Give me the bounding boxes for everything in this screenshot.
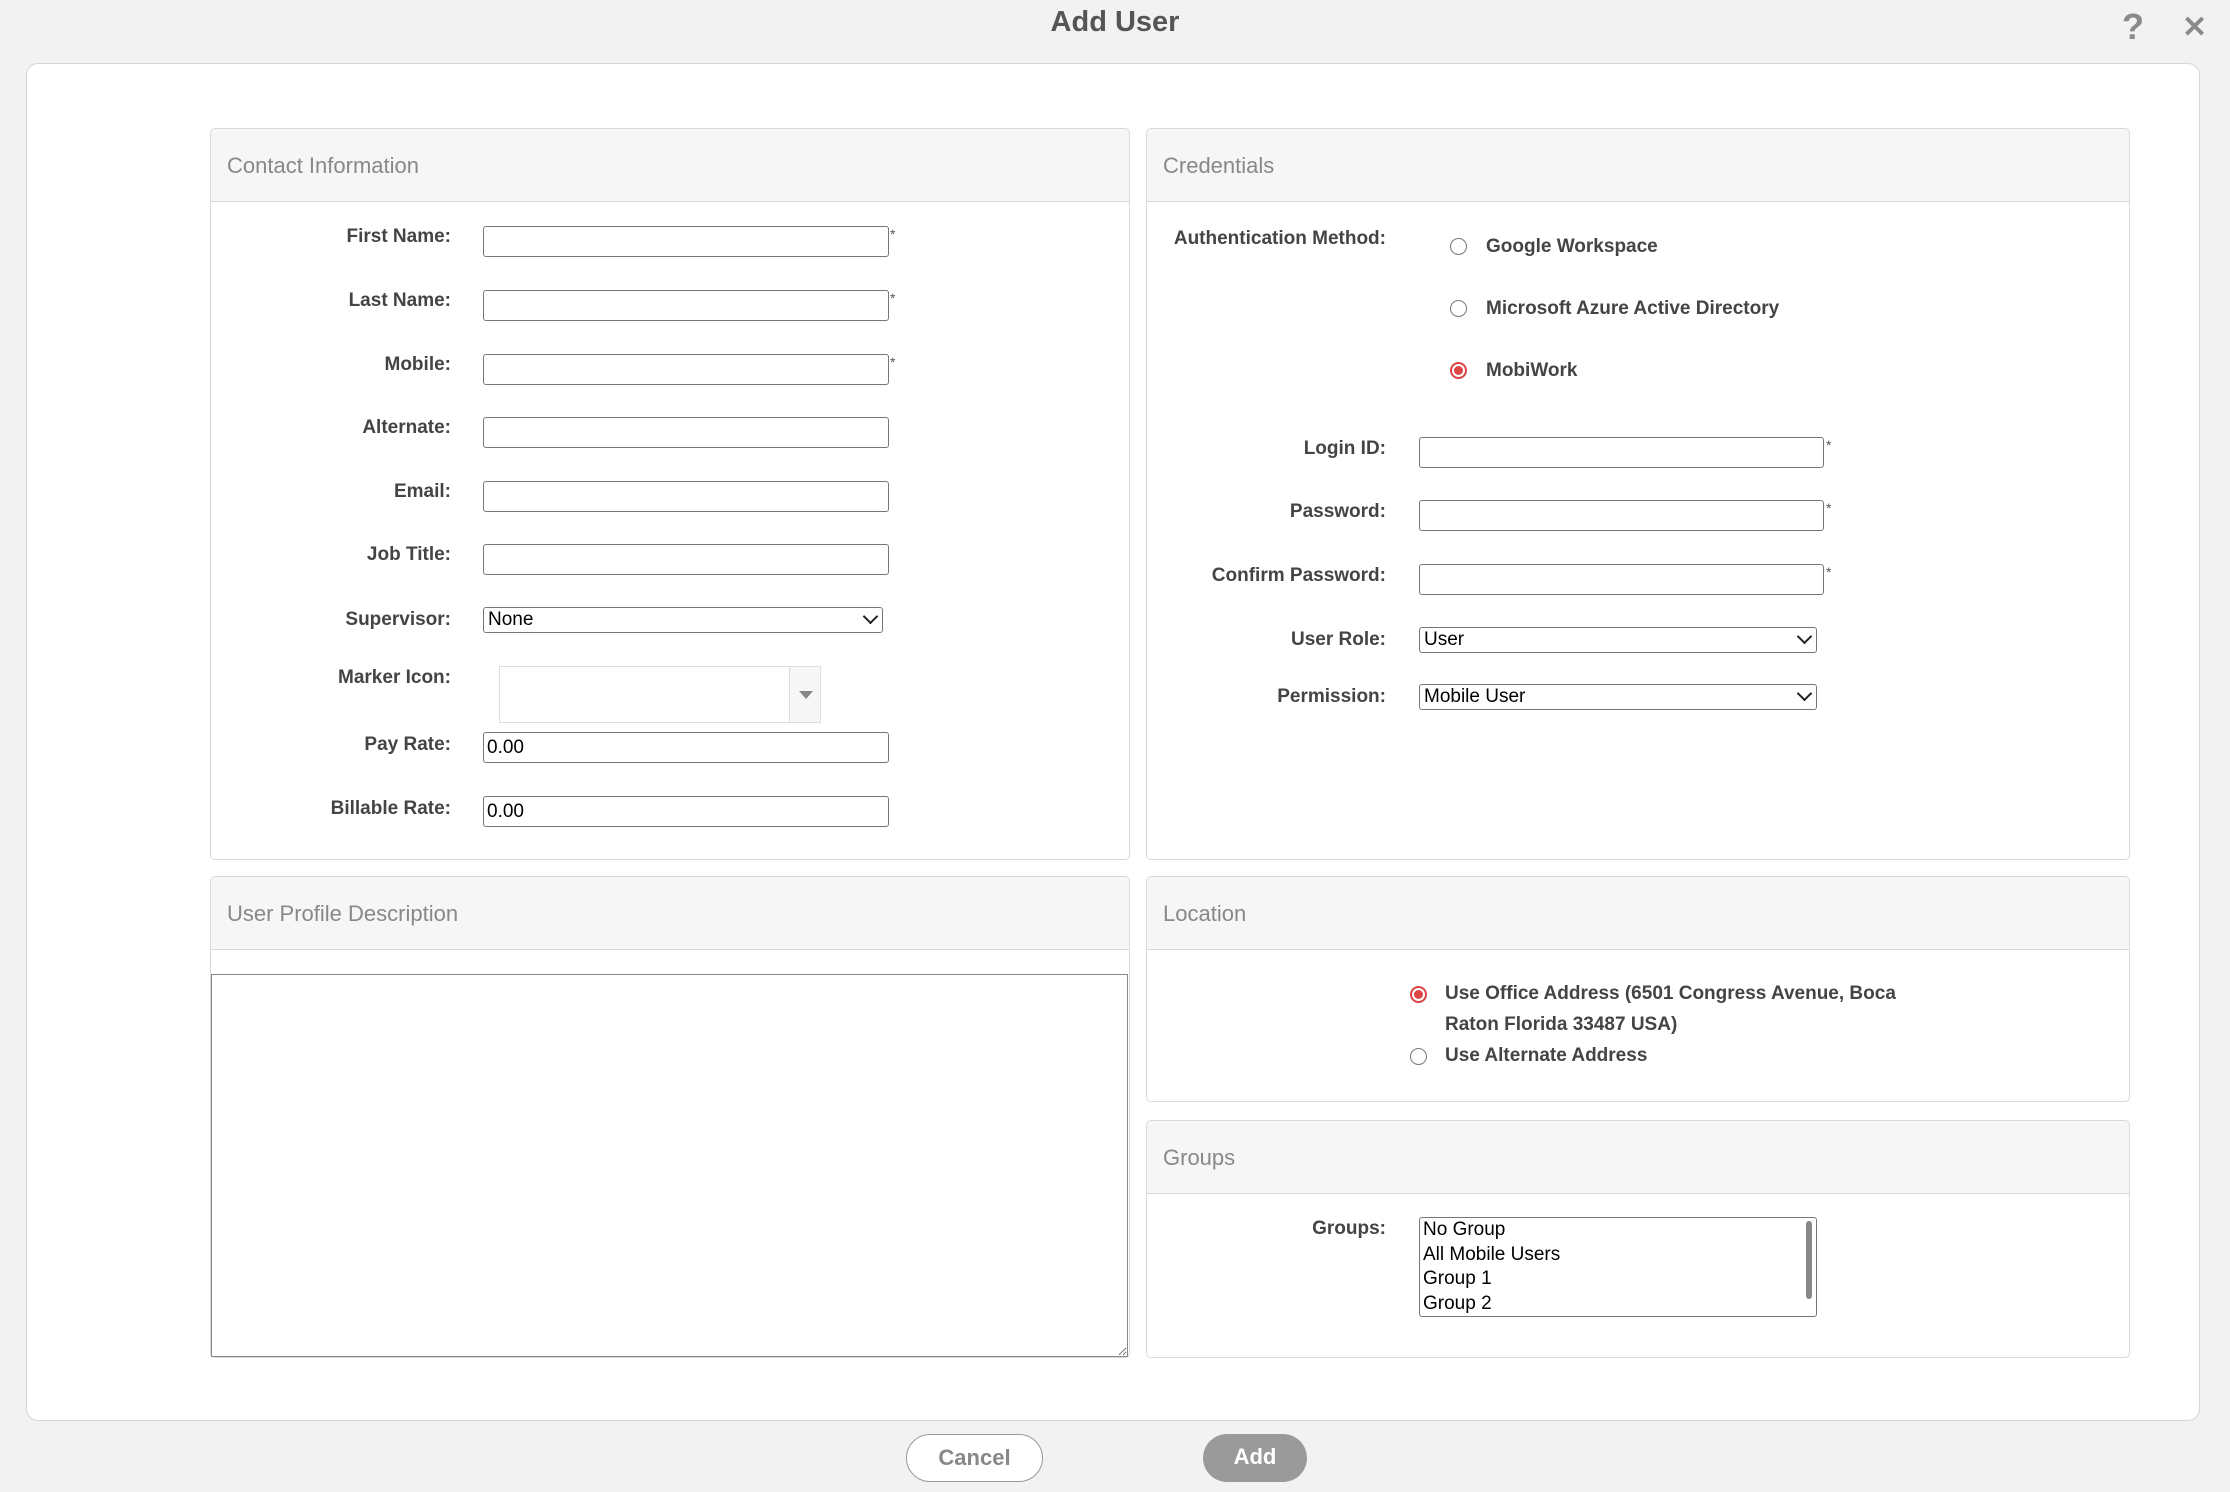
marker-icon-picker[interactable]	[499, 666, 821, 723]
groups-listbox[interactable]: No Group All Mobile Users Group 1 Group …	[1419, 1217, 1817, 1317]
panel-header: Location	[1147, 877, 2129, 950]
panel-header: Groups	[1147, 1121, 2129, 1194]
dropdown-button[interactable]	[789, 667, 820, 722]
credentials-panel: Credentials	[1146, 128, 2130, 860]
chevron-down-icon	[1796, 685, 1813, 702]
required-marker: *	[1826, 500, 1832, 516]
mobile-label: Mobile:	[384, 354, 452, 375]
groups-label: Groups:	[1312, 1218, 1386, 1239]
password-label: Password:	[1289, 501, 1386, 522]
chevron-down-icon	[1796, 628, 1813, 645]
permission-label: Permission:	[1277, 686, 1386, 707]
job-title-input[interactable]	[483, 544, 889, 575]
required-marker: *	[1826, 437, 1832, 453]
chevron-down-icon	[862, 608, 879, 625]
mobile-input[interactable]	[483, 354, 889, 385]
selected-value: User	[1424, 629, 1465, 650]
first-name-label: First Name:	[346, 226, 451, 247]
groups-panel: Groups	[1146, 1120, 2130, 1358]
panel-header: User Profile Description	[211, 877, 1129, 950]
caret-down-icon	[799, 691, 813, 699]
list-item[interactable]: Group 1	[1423, 1268, 1492, 1289]
required-marker: *	[890, 354, 896, 370]
radio-label: Google Workspace	[1486, 236, 1658, 257]
last-name-input[interactable]	[483, 290, 889, 321]
add-button[interactable]: Add	[1203, 1434, 1307, 1482]
password-input[interactable]	[1419, 500, 1824, 531]
radio-use-alternate-address[interactable]	[1410, 1048, 1427, 1065]
list-item[interactable]: No Group	[1423, 1219, 1506, 1240]
supervisor-select[interactable]: None	[483, 607, 883, 633]
pay-rate-input[interactable]	[483, 732, 889, 763]
job-title-label: Job Title:	[366, 544, 451, 565]
login-id-input[interactable]	[1419, 437, 1824, 468]
list-item[interactable]: All Mobile Users	[1423, 1243, 1561, 1265]
email-label: Email:	[393, 481, 451, 502]
permission-select[interactable]: Mobile User	[1419, 684, 1817, 710]
radio-label-line2: Raton Florida 33487 USA)	[1445, 1014, 1678, 1035]
radio-use-office-address[interactable]	[1410, 986, 1427, 1003]
panel-header: Credentials	[1147, 129, 2129, 202]
pay-rate-label: Pay Rate:	[364, 734, 451, 755]
radio-google-workspace[interactable]	[1450, 238, 1467, 255]
dialog-title: Add User	[1050, 6, 1180, 38]
last-name-label: Last Name:	[348, 290, 451, 311]
list-item[interactable]: Group 2	[1423, 1292, 1492, 1314]
radio-microsoft-azure[interactable]	[1450, 300, 1467, 317]
panel-header: Contact Information	[211, 129, 1129, 202]
confirm-password-input[interactable]	[1419, 564, 1824, 595]
selected-value: Mobile User	[1424, 686, 1526, 707]
confirm-password-label: Confirm Password:	[1211, 565, 1386, 586]
first-name-input[interactable]	[483, 226, 889, 257]
location-panel: Location	[1146, 876, 2130, 1102]
required-marker: *	[1826, 564, 1832, 580]
email-input[interactable]	[483, 481, 889, 512]
supervisor-label: Supervisor:	[345, 609, 451, 630]
selected-value: None	[488, 609, 534, 630]
user-role-select[interactable]: User	[1419, 627, 1817, 653]
authentication-method-label: Authentication Method:	[1173, 228, 1386, 249]
scrollbar[interactable]	[1806, 1221, 1812, 1299]
radio-label: Microsoft Azure Active Directory	[1486, 298, 1780, 319]
alternate-input[interactable]	[483, 417, 889, 448]
cancel-button[interactable]: Cancel	[906, 1434, 1043, 1482]
profile-description-textarea[interactable]	[211, 974, 1128, 1357]
help-icon[interactable]: ?	[2122, 6, 2144, 47]
radio-label: MobiWork	[1486, 360, 1578, 381]
alternate-label: Alternate:	[362, 417, 451, 438]
radio-mobiwork[interactable]	[1450, 362, 1467, 379]
radio-label: Use Office Address (6501 Congress Avenue…	[1445, 983, 1896, 1004]
radio-label: Use Alternate Address	[1445, 1045, 1648, 1066]
marker-icon-label: Marker Icon:	[338, 667, 451, 688]
close-icon[interactable]: ✕	[2182, 11, 2208, 44]
required-marker: *	[890, 290, 896, 306]
login-id-label: Login ID:	[1303, 438, 1386, 459]
required-marker: *	[890, 226, 896, 242]
billable-rate-input[interactable]	[483, 796, 889, 827]
billable-rate-label: Billable Rate:	[330, 798, 451, 819]
user-role-label: User Role:	[1290, 629, 1386, 650]
